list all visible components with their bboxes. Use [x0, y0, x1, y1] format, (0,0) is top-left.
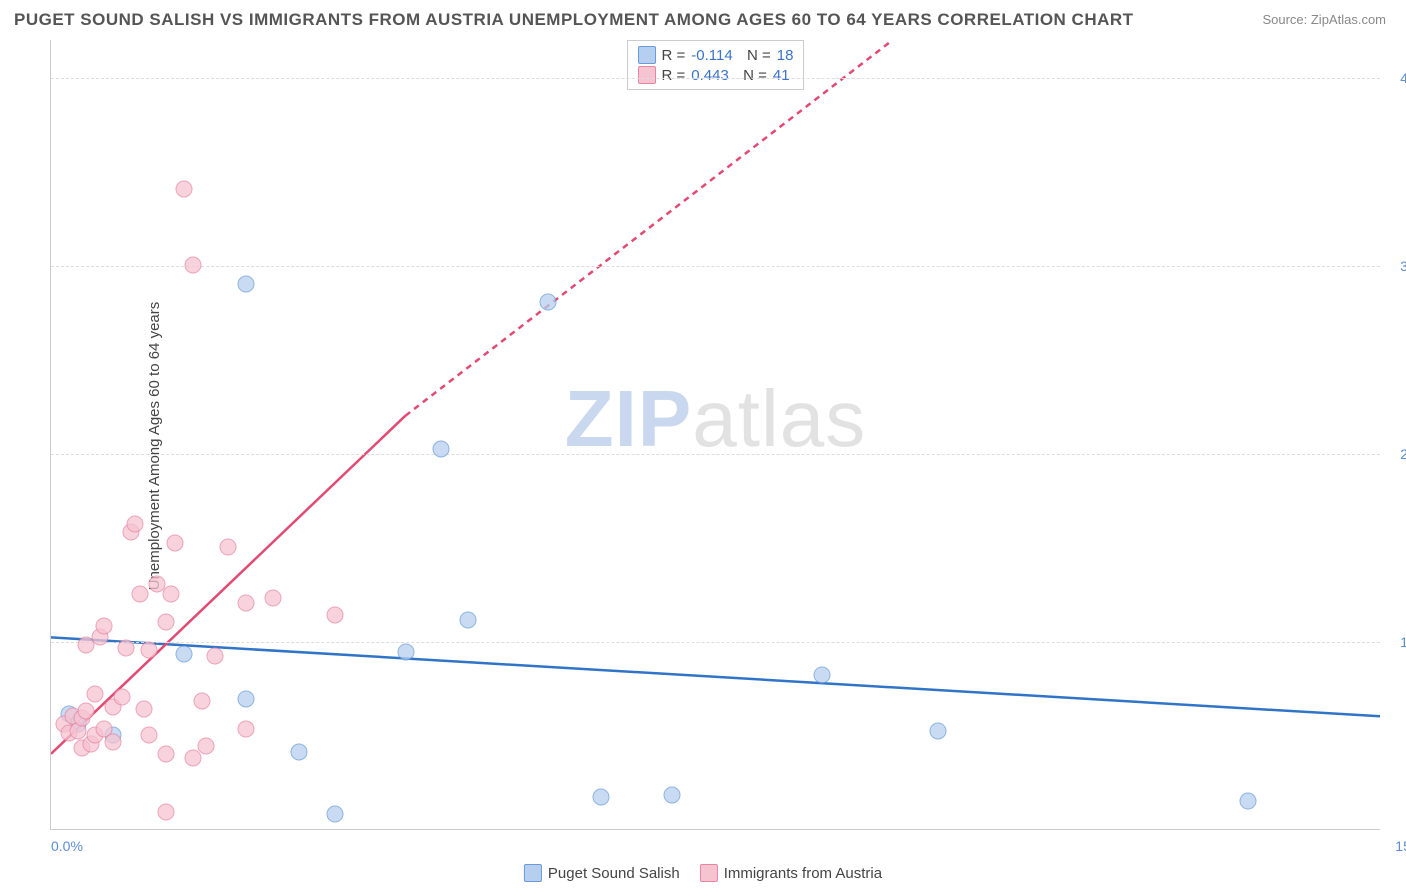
data-point [326, 606, 343, 623]
legend-swatch [700, 864, 718, 882]
data-point [158, 745, 175, 762]
gridline [51, 454, 1380, 455]
data-point [118, 640, 135, 657]
data-point [113, 689, 130, 706]
legend-series-name: Immigrants from Austria [724, 865, 882, 882]
data-point [433, 441, 450, 458]
watermark-zip: ZIP [565, 374, 692, 463]
data-point [167, 535, 184, 552]
data-point [176, 646, 193, 663]
gridline [51, 78, 1380, 79]
data-point [162, 585, 179, 602]
data-point [1240, 792, 1257, 809]
data-point [326, 805, 343, 822]
trend-lines-svg [51, 40, 1380, 829]
series-legend: Puget Sound Salish Immigrants from Austri… [524, 864, 882, 882]
correlation-legend: R = -0.114 N = 18R = 0.443 N = 41 [627, 40, 805, 90]
data-point [105, 734, 122, 751]
source-credit: Source: ZipAtlas.com [1262, 12, 1386, 27]
data-point [78, 702, 95, 719]
legend-n-label: N = [735, 67, 767, 84]
chart-title: PUGET SOUND SALISH VS IMMIGRANTS FROM AU… [14, 10, 1134, 30]
trend-line [405, 40, 892, 416]
data-point [184, 256, 201, 273]
legend-row: R = 0.443 N = 41 [638, 65, 794, 85]
legend-r-value: 0.443 [691, 67, 729, 84]
legend-row: R = -0.114 N = 18 [638, 45, 794, 65]
gridline [51, 642, 1380, 643]
data-point [929, 723, 946, 740]
legend-n-label: N = [739, 47, 771, 64]
data-point [158, 614, 175, 631]
legend-item: Puget Sound Salish [524, 864, 680, 882]
data-point [158, 804, 175, 821]
data-point [220, 538, 237, 555]
legend-swatch [524, 864, 542, 882]
y-tick-label: 20.0% [1385, 446, 1406, 462]
data-point [176, 181, 193, 198]
data-point [459, 612, 476, 629]
plot-area: ZIPatlas R = -0.114 N = 18R = 0.443 N = … [50, 40, 1380, 830]
legend-r-label: R = [662, 67, 686, 84]
data-point [539, 294, 556, 311]
data-point [264, 589, 281, 606]
legend-item: Immigrants from Austria [700, 864, 882, 882]
data-point [663, 787, 680, 804]
data-point [291, 743, 308, 760]
data-point [87, 685, 104, 702]
gridline [51, 266, 1380, 267]
data-point [140, 642, 157, 659]
data-point [96, 617, 113, 634]
legend-n-value: 41 [773, 67, 790, 84]
data-point [127, 516, 144, 533]
legend-n-value: 18 [777, 47, 794, 64]
data-point [131, 585, 148, 602]
y-tick-label: 10.0% [1385, 634, 1406, 650]
data-point [592, 789, 609, 806]
data-point [140, 726, 157, 743]
y-tick-label: 40.0% [1385, 70, 1406, 86]
watermark: ZIPatlas [565, 373, 866, 465]
data-point [238, 691, 255, 708]
legend-swatch [638, 46, 656, 64]
data-point [238, 721, 255, 738]
legend-series-name: Puget Sound Salish [548, 865, 680, 882]
x-tick-label: 15.0% [1395, 838, 1406, 854]
data-point [136, 700, 153, 717]
legend-r-label: R = [662, 47, 686, 64]
data-point [238, 595, 255, 612]
y-tick-label: 30.0% [1385, 258, 1406, 274]
x-tick-label: 0.0% [51, 838, 83, 854]
watermark-atlas: atlas [692, 374, 866, 463]
data-point [193, 693, 210, 710]
data-point [238, 275, 255, 292]
legend-swatch [638, 66, 656, 84]
data-point [207, 647, 224, 664]
data-point [397, 644, 414, 661]
data-point [198, 738, 215, 755]
data-point [814, 666, 831, 683]
legend-r-value: -0.114 [691, 47, 732, 64]
